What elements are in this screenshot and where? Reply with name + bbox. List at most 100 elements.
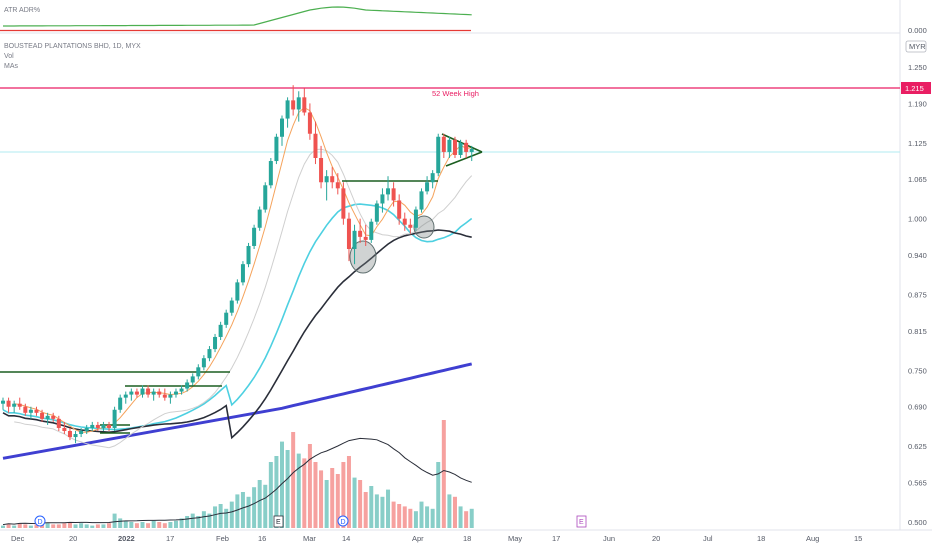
volume-bar	[173, 520, 178, 528]
volume-bar	[207, 513, 212, 528]
volume-bar	[425, 506, 430, 528]
event-marker-dividend-2[interactable]: D	[337, 515, 349, 527]
candle	[213, 333, 218, 353]
ma-slow-line	[2, 362, 473, 460]
y-tick-label: 1.125	[908, 139, 927, 148]
volume-bar	[140, 522, 145, 528]
candle	[346, 212, 351, 262]
x-tick-label: 15	[854, 534, 862, 543]
volume-bar	[179, 518, 184, 528]
y-tick-label: 0.940	[908, 251, 927, 260]
candle	[358, 218, 363, 243]
volume-bar	[391, 501, 396, 528]
volume-bar	[374, 494, 379, 528]
volume-bar	[280, 441, 284, 528]
volume-bar	[134, 523, 139, 528]
x-tick-label: May	[508, 534, 522, 543]
volume-bar	[469, 508, 474, 528]
candle	[263, 182, 268, 213]
currency-badge[interactable]	[905, 40, 927, 53]
candle	[207, 346, 212, 362]
x-tick-label: 18	[463, 534, 471, 543]
event-marker-dividend-1[interactable]: D	[34, 515, 46, 527]
ma-grey-line	[14, 148, 473, 449]
currency-badge-label: MYR	[909, 42, 926, 51]
candle	[408, 218, 413, 234]
candle	[62, 421, 67, 435]
volume-bar	[246, 496, 251, 528]
candle	[107, 421, 112, 431]
candle	[335, 173, 340, 195]
candle	[229, 297, 234, 316]
volume-bar	[291, 432, 296, 528]
candle	[464, 139, 469, 158]
volume-bar	[107, 523, 112, 528]
volume-bar	[95, 524, 100, 528]
candle	[23, 403, 28, 416]
candle	[45, 412, 50, 425]
volume-bar	[268, 462, 273, 528]
volume-bar	[196, 516, 201, 528]
volume-bar	[335, 474, 340, 528]
candle	[291, 85, 296, 116]
candle	[162, 388, 167, 401]
candle	[79, 427, 84, 438]
volume-bar	[419, 501, 424, 528]
candle	[363, 224, 368, 246]
volume-bar	[313, 462, 318, 528]
volume-bar	[402, 506, 407, 528]
x-tick-label: Jul	[703, 534, 713, 543]
volume-bar	[464, 511, 469, 528]
event-marker-earnings-1[interactable]: E	[273, 515, 284, 528]
price-candles	[1, 85, 474, 444]
x-tick-label: Jun	[603, 534, 615, 543]
volume-bar	[319, 470, 324, 528]
candle	[391, 182, 396, 207]
y-tick-label: 1.250	[908, 63, 927, 72]
ma-cyan-line	[2, 203, 473, 431]
candle	[90, 421, 95, 431]
candle	[386, 176, 391, 201]
y-tick-label: 0.625	[908, 442, 927, 451]
y-tick-label: 1.190	[908, 99, 927, 108]
triangle-lower-line[interactable]	[445, 151, 483, 167]
candle	[73, 431, 78, 444]
candle	[173, 388, 178, 398]
volume-bar	[168, 522, 173, 528]
candle	[6, 397, 11, 413]
mas-legend: MAs	[4, 63, 18, 70]
candle	[118, 394, 123, 413]
volume-bar	[358, 480, 363, 528]
candle	[1, 397, 5, 410]
volume-bar	[45, 523, 50, 528]
x-tick-label: 20	[69, 534, 77, 543]
x-tick-label: Dec	[11, 534, 25, 543]
volume-bar	[452, 496, 457, 528]
volume-bar	[240, 492, 245, 528]
candle	[425, 176, 430, 195]
volume-bar	[162, 523, 167, 528]
volume-bar	[324, 480, 329, 528]
event-marker-earnings-2[interactable]: E	[576, 515, 587, 528]
candle	[296, 91, 301, 122]
candle	[469, 145, 474, 162]
candle	[196, 364, 201, 380]
volume-bar	[397, 504, 402, 528]
volume-bar	[62, 523, 67, 528]
volume-bar	[302, 458, 307, 528]
candle	[40, 409, 45, 422]
candle	[369, 218, 374, 243]
candle	[352, 224, 357, 265]
candle	[190, 373, 195, 386]
ma-black-line	[2, 229, 472, 440]
volume-bar	[252, 487, 257, 528]
y-tick-label: 0.750	[908, 366, 927, 375]
volume-bar	[101, 524, 106, 528]
volume-bar	[441, 420, 446, 528]
candle	[17, 397, 22, 410]
candle	[51, 412, 56, 422]
volume-bar	[218, 504, 223, 528]
candle	[235, 279, 240, 304]
candle	[341, 182, 346, 225]
